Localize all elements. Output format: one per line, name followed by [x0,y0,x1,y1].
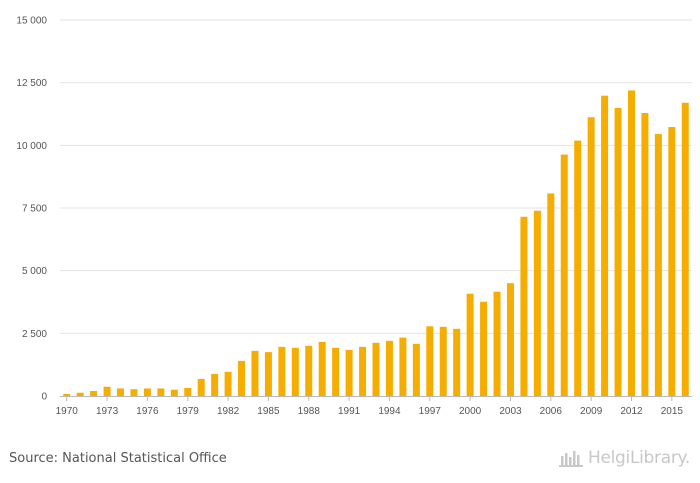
bar-2001[interactable] [480,301,488,396]
bar-1987[interactable] [291,347,299,396]
bar-2006[interactable] [547,193,555,396]
bar-1998[interactable] [439,326,447,396]
x-tick-label: 1985 [257,406,280,417]
bar-1972[interactable] [90,390,98,396]
bar-1995[interactable] [399,337,407,396]
bar-1981[interactable] [211,373,219,396]
bar-1989[interactable] [318,341,326,396]
bar-1979[interactable] [184,387,192,396]
bar-1986[interactable] [278,346,286,396]
x-tick-label: 1997 [419,406,442,417]
y-axis-tick-labels: 0 2 500 5 000 7 500 10 000 12 500 15 000 [16,16,47,403]
bar-1970[interactable] [63,393,71,396]
source-note: Source: National Statistical Office [9,451,227,466]
bar-1994[interactable] [385,340,393,396]
bar-2010[interactable] [601,95,609,397]
x-tick-label: 1988 [298,406,321,417]
bar-1973[interactable] [103,386,111,396]
y-tick-label: 7 500 [22,204,47,215]
bar-2002[interactable] [493,291,501,396]
y-tick-label: 12 500 [16,78,47,89]
bar-2009[interactable] [587,117,595,396]
bar-1985[interactable] [264,352,272,396]
bar-1977[interactable] [157,388,165,396]
bar-1997[interactable] [426,326,434,396]
bar-2003[interactable] [506,283,514,396]
x-tick-label: 1970 [56,406,79,417]
bar-1980[interactable] [197,378,205,396]
y-tick-label: 15 000 [16,16,47,27]
bar-1984[interactable] [251,350,259,396]
bar-1990[interactable] [332,347,340,396]
x-tick-label: 1979 [177,406,200,417]
bar-2005[interactable] [533,210,541,396]
bar-1975[interactable] [130,389,138,396]
bar-1996[interactable] [412,343,420,396]
x-tick-label: 2003 [499,406,522,417]
bar-2011[interactable] [614,107,622,396]
bar-1999[interactable] [453,328,461,396]
bar-2008[interactable] [574,140,582,396]
bar-2015[interactable] [668,127,676,396]
x-tick-label: 2012 [620,406,643,417]
x-tick-label: 1976 [136,406,159,417]
x-tick-label: 1991 [338,406,361,417]
x-axis-tick-labels: 1970 1973 1976 1979 1982 1985 1988 1991 1994 1997… [56,396,684,417]
bar-series [63,90,689,397]
x-tick-label: 2006 [540,406,563,417]
bar-2007[interactable] [560,154,568,396]
bar-2014[interactable] [654,134,662,396]
x-tick-label: 1994 [378,406,401,417]
chart-footer: Source: National Statistical Office Helg… [0,440,700,483]
bar-2016[interactable] [681,102,689,396]
y-tick-label: 0 [41,392,47,403]
bar-1991[interactable] [345,349,353,396]
y-tick-label: 10 000 [16,141,47,152]
bar-1983[interactable] [238,360,246,396]
library-logo-icon [558,451,583,467]
bar-1988[interactable] [305,345,313,396]
bar-1978[interactable] [170,389,178,396]
bar-2000[interactable] [466,293,474,396]
bar-2004[interactable] [520,216,528,396]
bar-1974[interactable] [117,388,125,396]
brand-name: HelgiLibrary. [587,448,690,468]
bar-2013[interactable] [641,112,649,397]
bar-1971[interactable] [76,392,84,396]
bar-1992[interactable] [359,346,367,396]
bar-1982[interactable] [224,371,232,396]
x-tick-label: 2015 [661,406,684,417]
bar-1976[interactable] [143,388,151,396]
x-tick-label: 1973 [96,406,119,417]
y-tick-label: 5 000 [22,266,47,277]
x-tick-label: 2009 [580,406,603,417]
x-tick-label: 1982 [217,406,240,417]
helgilibrary-logo[interactable]: HelgiLibrary. [558,448,690,468]
bar-1993[interactable] [372,342,380,396]
x-tick-label: 2000 [459,406,482,417]
y-tick-label: 2 500 [22,329,47,340]
grid-lines [60,19,692,334]
bar-2012[interactable] [627,90,635,397]
